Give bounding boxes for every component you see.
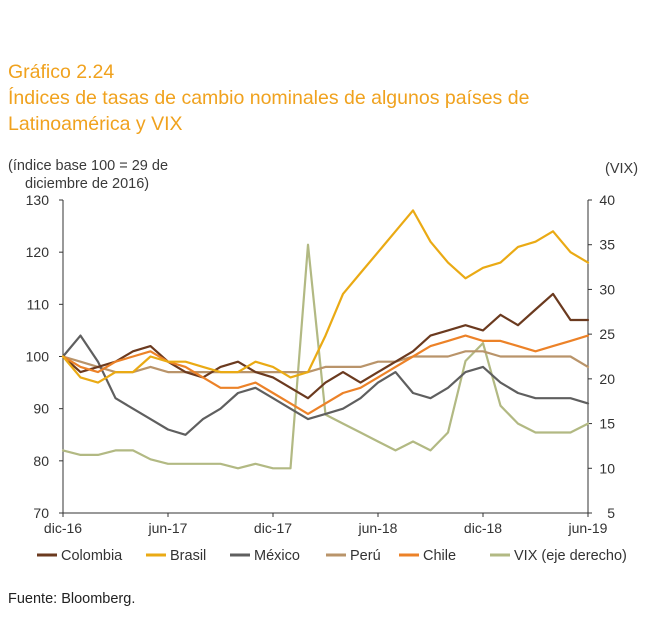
source-note: Fuente: Bloomberg. xyxy=(8,591,136,607)
right-tick-label: 15 xyxy=(599,416,615,432)
series-line-3 xyxy=(61,350,590,374)
series-line-4 xyxy=(61,334,590,415)
series-line-0 xyxy=(61,292,590,400)
x-tick-label: dic-18 xyxy=(464,520,502,536)
right-tick-label: 40 xyxy=(599,192,615,208)
left-tick-label: 120 xyxy=(26,244,50,260)
x-tick-label: jun-17 xyxy=(148,520,188,536)
legend-label: VIX (eje derecho) xyxy=(514,548,627,564)
left-axis-unit-line-1: (índice base 100 = 29 de xyxy=(8,158,169,174)
series-line-2 xyxy=(61,334,590,436)
x-tick-label: dic-17 xyxy=(254,520,292,536)
right-axis-unit: (VIX) xyxy=(605,161,639,177)
series-line-1 xyxy=(61,209,590,384)
left-tick-label: 80 xyxy=(33,453,49,469)
x-tick-label: jun-18 xyxy=(358,520,398,536)
x-tick-label: dic-16 xyxy=(44,520,82,536)
right-tick-label: 20 xyxy=(599,371,615,387)
left-tick-label: 70 xyxy=(33,505,49,521)
right-tick-label: 10 xyxy=(599,460,615,476)
right-tick-label: 5 xyxy=(607,505,615,521)
chart-number: Gráfico 2.24 xyxy=(8,61,115,83)
legend-label: Perú xyxy=(350,548,381,564)
right-tick-label: 30 xyxy=(599,281,615,297)
legend-label: Brasil xyxy=(170,548,206,564)
legend-label: Colombia xyxy=(61,548,123,564)
chart-title-line-1: Índices de tasas de cambio nominales de … xyxy=(8,87,530,109)
left-tick-label: 100 xyxy=(26,349,50,365)
x-tick-label: jun-19 xyxy=(568,520,608,536)
legend-label: Chile xyxy=(423,548,456,564)
left-axis-unit-line-2: diciembre de 2016) xyxy=(25,176,150,192)
legend-label: México xyxy=(254,548,300,564)
right-tick-label: 25 xyxy=(599,326,615,342)
left-tick-label: 130 xyxy=(26,192,50,208)
left-tick-label: 90 xyxy=(33,401,49,417)
right-tick-label: 35 xyxy=(599,237,615,253)
left-tick-label: 110 xyxy=(27,296,50,312)
chart-title-line-2: Latinoamérica y VIX xyxy=(8,113,183,135)
